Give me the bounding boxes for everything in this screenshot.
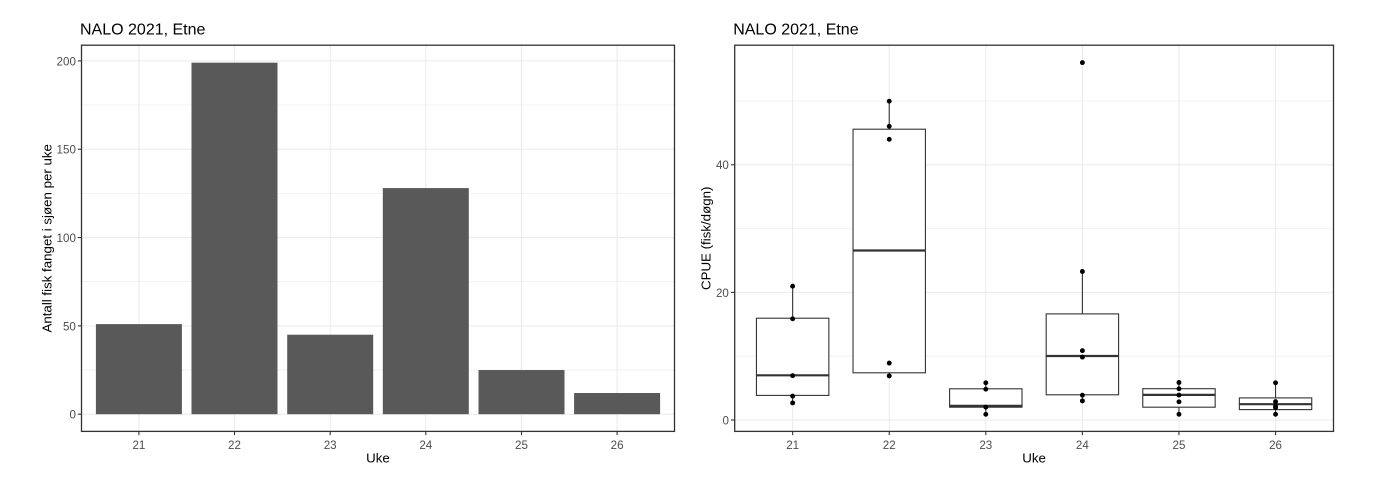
svg-text:22: 22 [228, 439, 241, 452]
svg-text:0: 0 [69, 409, 75, 422]
svg-text:25: 25 [1173, 439, 1186, 452]
svg-text:150: 150 [57, 144, 76, 157]
svg-text:40: 40 [716, 159, 729, 172]
svg-text:25: 25 [515, 439, 528, 452]
svg-text:26: 26 [611, 439, 624, 452]
svg-text:NALO 2021, Etne: NALO 2021, Etne [733, 21, 859, 38]
svg-text:23: 23 [979, 439, 992, 452]
svg-text:200: 200 [57, 55, 76, 68]
svg-text:24: 24 [419, 439, 432, 452]
svg-text:Antall fisk fanget i sjøen per: Antall fisk fanget i sjøen per uke [39, 144, 54, 332]
svg-text:21: 21 [132, 439, 145, 452]
svg-text:24: 24 [1076, 439, 1089, 452]
svg-text:20: 20 [716, 287, 729, 300]
svg-text:CPUE (fisk/døgn): CPUE (fisk/døgn) [699, 187, 714, 290]
svg-text:0: 0 [722, 414, 728, 427]
svg-text:23: 23 [324, 439, 337, 452]
svg-text:Uke: Uke [366, 451, 390, 466]
svg-text:50: 50 [63, 320, 76, 333]
svg-text:NALO 2021, Etne: NALO 2021, Etne [80, 21, 206, 38]
svg-text:26: 26 [1269, 439, 1282, 452]
svg-text:Uke: Uke [1022, 451, 1046, 466]
svg-text:22: 22 [883, 439, 896, 452]
svg-text:21: 21 [786, 439, 799, 452]
svg-text:100: 100 [57, 232, 76, 245]
